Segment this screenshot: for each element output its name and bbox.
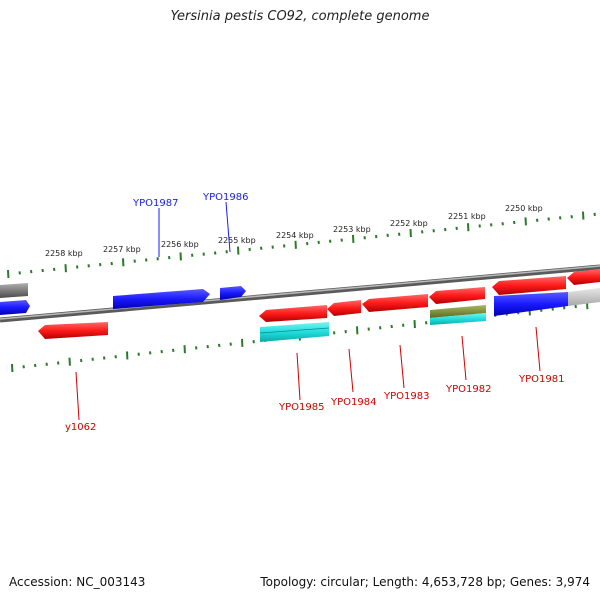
kbp-label: 2257 kbp — [103, 245, 141, 254]
gene-label-ypo1981: YPO1981 — [518, 374, 564, 385]
reverse-gene-ypo1984 — [327, 300, 361, 316]
reverse-gene-ypo1983 — [362, 294, 428, 312]
kbp-label: 2250 kbp — [505, 204, 543, 213]
cyan-feature-small — [430, 313, 486, 325]
leader-ypo1984 — [348, 348, 354, 393]
forward-gene-ypo1981-part — [494, 292, 568, 316]
gene-label-y1062: y1062 — [65, 422, 96, 433]
kbp-label: 2251 kbp — [448, 212, 486, 221]
gene-light-segment — [568, 288, 600, 306]
kbp-tick-track-top — [7, 211, 596, 279]
leader-ypo1985 — [296, 352, 301, 401]
leader-y1062 — [75, 371, 80, 421]
cyan-feature — [260, 322, 329, 342]
gene-label-ypo1985: YPO1985 — [278, 402, 324, 413]
kbp-label: 2258 kbp — [45, 249, 83, 258]
olive-feature — [430, 305, 486, 318]
reverse-gene-ypo1981 — [492, 276, 566, 295]
forward-gene — [0, 300, 30, 315]
gene-label-ypo1984: YPO1984 — [330, 397, 376, 408]
reverse-gene-ypo1985 — [259, 305, 327, 322]
genome-backbone — [0, 264, 600, 323]
gene-label-ypo1986: YPO1986 — [202, 192, 248, 203]
kbp-label: 2256 kbp — [161, 240, 199, 249]
leader-ypo1981 — [535, 326, 541, 372]
genome-backbone-highlight — [0, 265, 600, 320]
reverse-gene-ypo1982 — [429, 287, 485, 304]
kbp-label: 2254 kbp — [276, 231, 314, 240]
kbp-label: 2255 kbp — [218, 236, 256, 245]
leader-ypo1982 — [461, 335, 467, 381]
genome-title: Yersinia pestis CO92, complete genome — [170, 9, 430, 24]
leader-ypo1983 — [399, 344, 405, 389]
reverse-gene — [567, 269, 600, 285]
kbp-label: 2253 kbp — [333, 225, 371, 234]
reverse-gene-y1062 — [38, 322, 108, 339]
kbp-label: 2252 kbp — [390, 219, 428, 228]
gene-label-ypo1983: YPO1983 — [383, 391, 429, 402]
forward-gene-ypo1986 — [220, 286, 246, 300]
accession-text: Accession: NC_003143 — [9, 575, 146, 589]
forward-gene-ypo1987 — [113, 289, 210, 309]
genome-stats-text: Topology: circular; Length: 4,653,728 bp… — [260, 575, 590, 589]
gene-label-ypo1987: YPO1987 — [132, 198, 178, 209]
gene-label-ypo1982: YPO1982 — [445, 384, 491, 395]
gray-feature — [0, 283, 28, 298]
leader-ypo1986 — [225, 201, 231, 253]
